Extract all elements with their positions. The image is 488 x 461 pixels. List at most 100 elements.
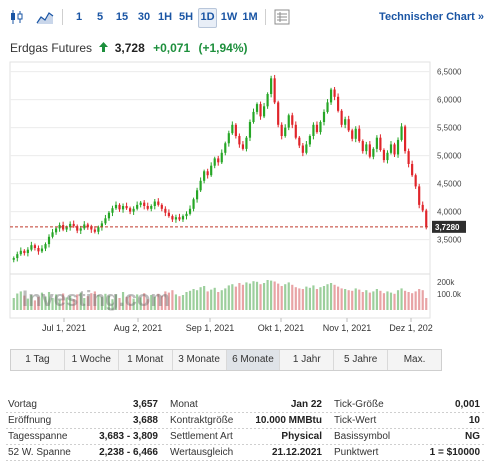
timeframe-30min-button[interactable]: 30 [137, 11, 151, 23]
up-arrow-icon [99, 41, 109, 55]
volume-bar [206, 291, 209, 310]
candle [411, 164, 414, 176]
price-chart[interactable]: 3,5000 4,0000 4,5000 5,0000 5,5000 6,0000 6,50… [0, 58, 488, 340]
technical-chart-link[interactable]: Technischer Chart » [379, 11, 484, 23]
volume-bar [100, 296, 103, 310]
timeframe-1d-button[interactable]: 1D [198, 8, 217, 28]
stat-label: Basissymbol [334, 431, 391, 442]
candle [379, 137, 382, 150]
candle [104, 218, 107, 224]
volume-bar [414, 291, 417, 310]
x-tick-label: Aug 2, 2021 [114, 323, 163, 333]
range-1-week-button[interactable]: 1 Woche [65, 350, 119, 370]
candle [351, 130, 354, 139]
volume-bar [185, 292, 188, 310]
volume-bar [312, 285, 315, 310]
candle [298, 137, 301, 146]
candle [262, 106, 266, 117]
y-tick-label: 5,0000 [437, 152, 462, 161]
candle [76, 226, 79, 231]
candle [224, 143, 227, 153]
candle [86, 224, 89, 228]
range-5-years-button[interactable]: 5 Jahre [334, 350, 389, 370]
volume-bar [308, 287, 311, 310]
volume-bar [37, 296, 40, 310]
current-price-label: 3,7280 [435, 223, 460, 232]
candle [203, 171, 206, 181]
stat-value: NG [465, 431, 480, 442]
volume-bar [178, 296, 181, 310]
volume-bar [227, 285, 230, 310]
candle [354, 128, 357, 139]
volume-bar [365, 290, 368, 310]
stat-label: Kontraktgröße [170, 415, 234, 426]
volume-bar [203, 286, 206, 310]
volume-bar [234, 286, 237, 310]
stat-value: 21.12.2021 [271, 447, 322, 458]
stat-label: Tagesspanne [8, 431, 68, 442]
volume-bar [322, 286, 326, 310]
chart-toolbar: 1 5 15 30 1H 5H 1D 1W 1M Technischer Cha… [0, 6, 488, 30]
x-tick-label: Jul 1, 2021 [42, 323, 86, 333]
volume-bar [69, 295, 72, 310]
range-1-month-button[interactable]: 1 Monat [119, 350, 173, 370]
area-chart-icon[interactable] [36, 8, 54, 26]
range-1-year-button[interactable]: 1 Jahr [280, 350, 335, 370]
candle [358, 128, 361, 142]
range-max-button[interactable]: Max. [403, 354, 426, 365]
volume-bar [347, 290, 350, 310]
volume-bar [72, 299, 75, 310]
candle [199, 180, 202, 191]
candle [270, 78, 273, 94]
candle [284, 127, 287, 136]
timeframe-1w-button[interactable]: 1W [220, 11, 238, 23]
volume-bar [54, 294, 58, 310]
timeframe-5h-button[interactable]: 5H [178, 11, 194, 23]
volume-bar [354, 288, 357, 310]
stats-row: 52 W. Spanne 2,238 - 6,466 Wertausgleich… [6, 445, 484, 461]
instrument-header: Erdgas Futures 3,728 +0,071 (+1,94%) [10, 40, 248, 56]
candle [97, 227, 100, 232]
candle [340, 110, 343, 125]
volume-bar [241, 284, 245, 310]
volume-bar [132, 298, 135, 310]
candle [368, 144, 371, 157]
volume-bar [199, 287, 202, 310]
y-tick-label: 6,0000 [437, 96, 462, 105]
indicator-grid-icon[interactable] [273, 8, 291, 26]
candle [79, 228, 82, 231]
candle [136, 204, 139, 209]
range-1-day-button[interactable]: 1 Tag [11, 350, 65, 370]
volume-bar [90, 293, 93, 310]
candle [372, 148, 375, 157]
timeframe-15min-button[interactable]: 15 [115, 11, 129, 23]
timeframe-1m-button[interactable]: 1M [242, 11, 258, 23]
candle [396, 139, 400, 155]
candle [361, 141, 364, 152]
candle [19, 250, 22, 255]
toolbar-divider [62, 9, 63, 25]
volume-bar [407, 292, 410, 310]
volume-bar [12, 298, 15, 310]
volume-bar [143, 293, 146, 310]
volume-bar [93, 291, 96, 310]
volume-bar [245, 282, 248, 310]
stat-value: 3,683 - 3,809 [99, 431, 158, 442]
candlestick-icon[interactable] [8, 8, 26, 26]
range-3-months-button[interactable]: 3 Monate [173, 350, 227, 370]
candle [160, 204, 163, 209]
candle [90, 227, 93, 230]
timeframe-5min-button[interactable]: 5 [96, 11, 104, 23]
volume-bar [262, 283, 266, 310]
y-tick-label: 5,5000 [437, 124, 462, 133]
volume-bar [301, 289, 304, 310]
range-6-months-button[interactable]: 6 Monate [226, 350, 281, 370]
volume-bar [171, 290, 174, 310]
timeframe-1min-button[interactable]: 1 [75, 11, 83, 23]
volume-bar [26, 298, 29, 310]
volume-bar [114, 294, 118, 310]
timeframe-1h-button[interactable]: 1H [157, 11, 173, 23]
candle [347, 119, 350, 131]
candle [291, 115, 294, 125]
candle [277, 102, 280, 125]
